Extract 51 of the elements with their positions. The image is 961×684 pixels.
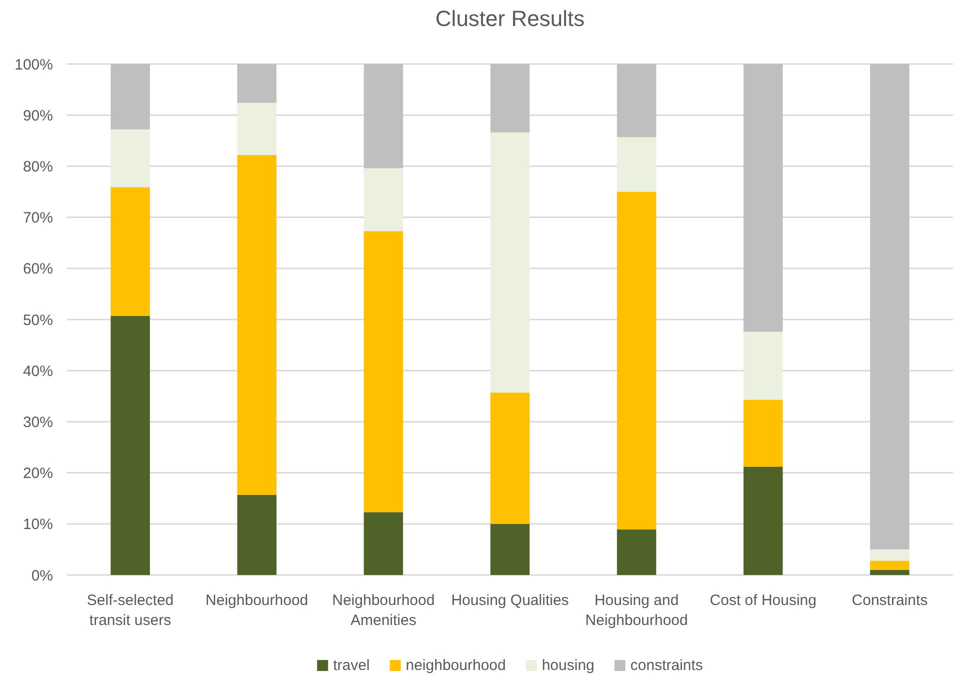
bar xyxy=(616,530,656,575)
x-tick-label: Neighbourhood xyxy=(206,592,308,609)
legend-label: constraints xyxy=(630,657,703,674)
bar xyxy=(364,512,404,575)
bar xyxy=(364,64,404,168)
y-tick-label: 70% xyxy=(22,210,53,227)
y-tick-label: 90% xyxy=(22,107,53,124)
bar xyxy=(364,231,404,512)
bar xyxy=(110,316,150,575)
bar xyxy=(744,466,783,575)
bar xyxy=(237,494,276,575)
x-tick-label: Housing and Neighbourhood xyxy=(585,592,688,629)
bar xyxy=(744,332,783,400)
bar xyxy=(110,129,150,188)
bar xyxy=(616,192,656,530)
y-tick-label: 60% xyxy=(22,260,53,278)
y-tick-label: 80% xyxy=(22,158,53,176)
x-tick-label: Self-selected transit users xyxy=(86,592,174,629)
bar xyxy=(744,400,783,467)
y-tick-label: 40% xyxy=(22,362,53,380)
bar xyxy=(616,137,656,192)
bar xyxy=(237,64,276,103)
y-tick-label: 0% xyxy=(31,567,53,584)
y-tick-label: 30% xyxy=(22,414,53,431)
bar xyxy=(490,132,530,393)
x-tick-label: Constraints xyxy=(852,592,928,609)
x-tick-label: Neighbourhood Amenities xyxy=(332,592,435,629)
bar xyxy=(870,560,910,570)
x-tick-label: Cost of Housing xyxy=(710,592,817,609)
bar xyxy=(110,187,150,316)
y-tick-label: 10% xyxy=(22,516,53,534)
y-tick-label: 20% xyxy=(22,465,53,482)
bar xyxy=(870,570,910,575)
bar xyxy=(744,64,783,332)
bar xyxy=(237,102,276,155)
legend-label: travel xyxy=(333,657,370,674)
x-tick-label: Housing Qualities xyxy=(451,592,569,609)
y-tick-label: 50% xyxy=(22,312,53,329)
bar xyxy=(490,64,530,132)
bar xyxy=(870,549,910,561)
bar xyxy=(237,154,276,495)
bar xyxy=(616,64,656,138)
bar xyxy=(110,64,150,130)
bar xyxy=(490,392,530,524)
bar xyxy=(490,524,530,575)
legend-label: housing xyxy=(542,657,594,674)
legend-label: neighbourhood xyxy=(406,657,506,674)
bar xyxy=(364,168,404,232)
bar xyxy=(870,64,910,550)
y-tick-label: 100% xyxy=(14,56,53,74)
chart-title: Cluster Results xyxy=(435,6,585,31)
